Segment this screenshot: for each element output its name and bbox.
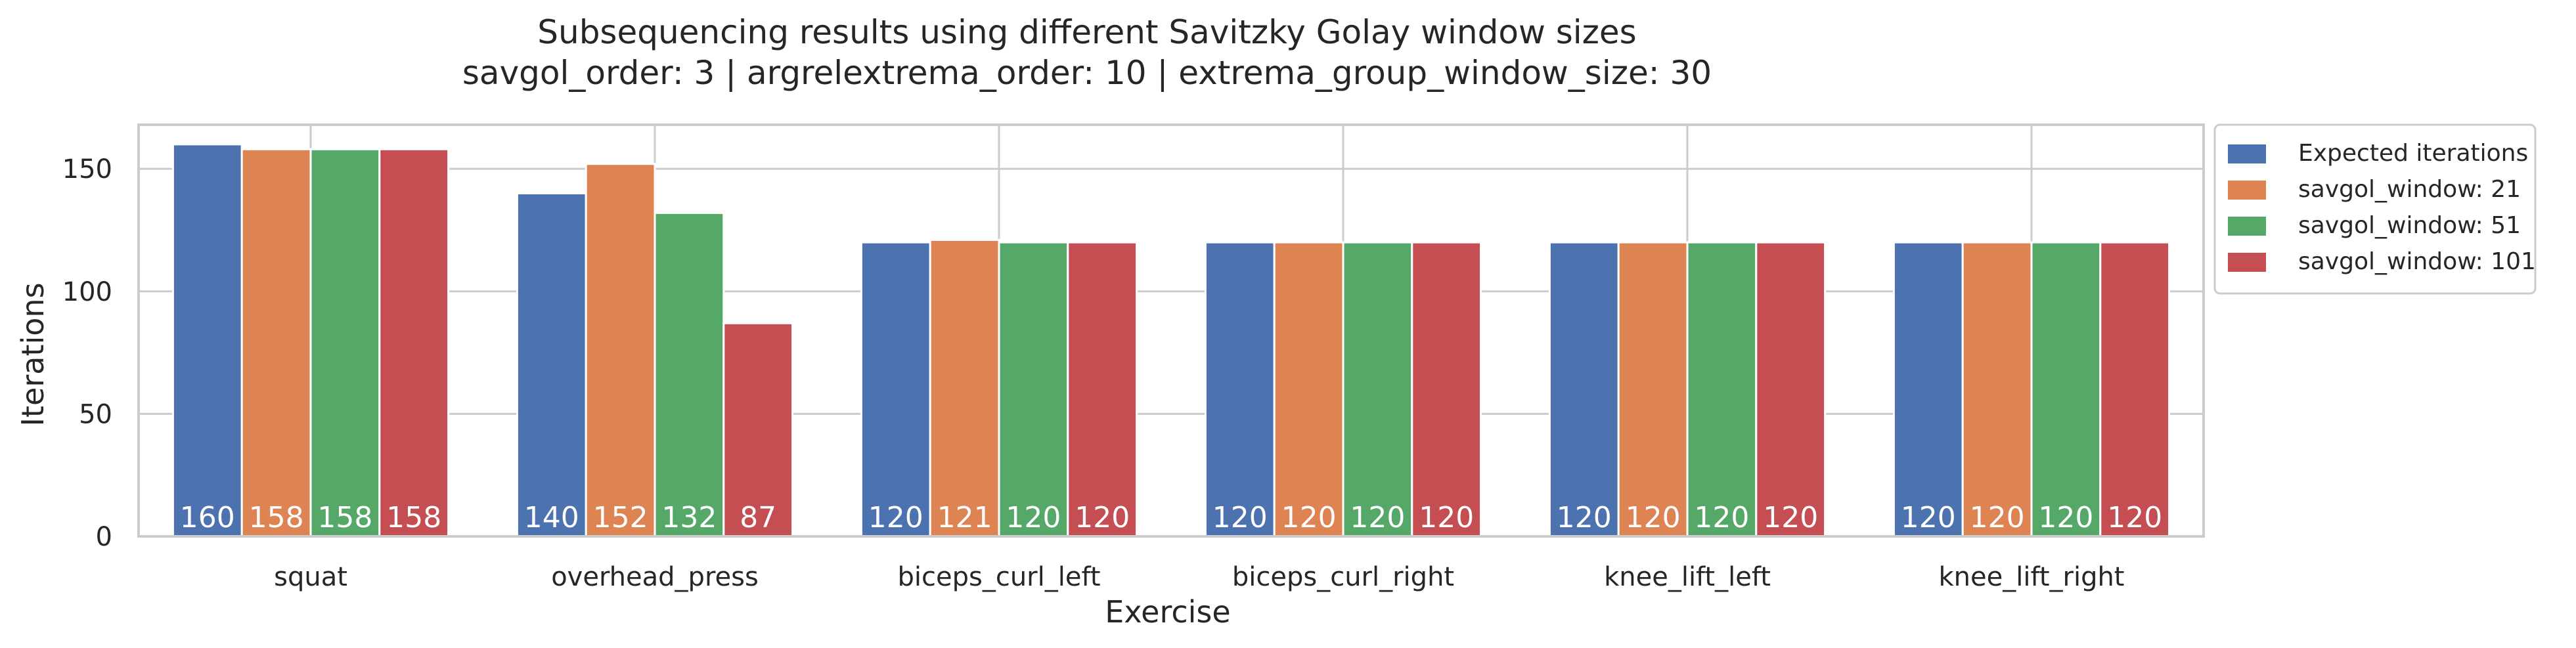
bar	[2099, 241, 2171, 538]
y-tick-label: 50	[79, 399, 112, 429]
bar	[1548, 241, 1620, 538]
bar	[722, 322, 794, 538]
chart-title: Subsequencing results using different Sa…	[537, 13, 1636, 51]
bar-value-label: 158	[249, 501, 304, 534]
y-tick-label: 100	[62, 277, 112, 307]
bar	[1892, 241, 1964, 538]
legend: Expected iterations savgol_window: 21 savg…	[2213, 123, 2537, 295]
bar	[1342, 241, 1413, 538]
x-tick-label: knee_lift_left	[1604, 562, 1771, 592]
x-tick-label: knee_lift_right	[1938, 562, 2124, 592]
bar	[1686, 241, 1758, 538]
bar-value-label: 120	[1075, 501, 1130, 534]
plot-frame	[137, 123, 2205, 538]
legend-entry: savgol_window: 21	[2298, 176, 2521, 203]
bar-value-label: 120	[1970, 501, 2025, 534]
bar-value-label: 120	[1763, 501, 1818, 534]
legend-swatch	[2228, 181, 2266, 200]
x-tick-label: biceps_curl_right	[1232, 562, 1454, 592]
bar	[929, 238, 1000, 538]
chart-subtitle: savgol_order: 3 | argrelextrema_order: 1…	[462, 54, 1712, 92]
legend-entry: savgol_window: 101	[2298, 248, 2536, 275]
bar-value-label: 120	[1694, 501, 1749, 534]
bar-value-label: 120	[1557, 501, 1612, 534]
bar	[378, 148, 450, 538]
y-axis-label: Iterations	[15, 282, 51, 426]
bar	[1961, 241, 2033, 538]
bar-value-label: 152	[593, 501, 648, 534]
bar	[1067, 241, 1138, 538]
bar-value-label: 140	[524, 501, 579, 534]
bar-value-label: 120	[1901, 501, 1956, 534]
bar-value-label: 120	[2107, 501, 2162, 534]
bar-value-label: 120	[1212, 501, 1268, 534]
y-tick-label: 0	[96, 522, 112, 552]
bar	[1755, 241, 1827, 538]
x-tick-label: overhead_press	[551, 562, 759, 592]
bar	[860, 241, 931, 538]
bar-value-label: 120	[1281, 501, 1337, 534]
bar-value-label: 120	[1419, 501, 1474, 534]
x-tick-label: biceps_curl_left	[897, 562, 1100, 592]
bar	[1273, 241, 1344, 538]
bar	[1204, 241, 1276, 538]
bar	[1617, 241, 1689, 538]
bar-value-label: 120	[1350, 501, 1405, 534]
bar	[240, 148, 312, 538]
bar-value-label: 87	[740, 501, 776, 534]
bar	[309, 148, 381, 538]
bar-value-label: 121	[937, 501, 992, 534]
x-axis-label: Exercise	[1105, 594, 1230, 630]
x-tick-label: squat	[274, 562, 347, 592]
bar-value-label: 132	[661, 501, 717, 534]
bar-value-label: 120	[868, 501, 923, 534]
legend-swatch	[2228, 253, 2266, 272]
bar	[171, 143, 243, 538]
bar-value-label: 120	[1006, 501, 1061, 534]
y-tick-label: 150	[62, 154, 112, 184]
bar-value-label: 160	[180, 501, 235, 534]
legend-swatch	[2228, 144, 2266, 163]
bar	[516, 192, 587, 538]
bar-value-label: 120	[2038, 501, 2093, 534]
bar	[654, 211, 725, 538]
bar-value-label: 158	[317, 501, 372, 534]
bar-value-label: 158	[386, 501, 441, 534]
legend-entry: savgol_window: 51	[2298, 212, 2521, 239]
legend-box	[2213, 123, 2537, 295]
legend-swatch	[2228, 217, 2266, 236]
bar	[2030, 241, 2102, 538]
bar	[1411, 241, 1482, 538]
bar	[998, 241, 1069, 538]
plot-area: 160 140 120 120 120 120 158 152 121 120 120 120 158 1…	[62, 123, 2205, 592]
bar-value-label: 120	[1626, 501, 1681, 534]
legend-entry: Expected iterations	[2298, 140, 2528, 167]
bar	[585, 163, 656, 538]
